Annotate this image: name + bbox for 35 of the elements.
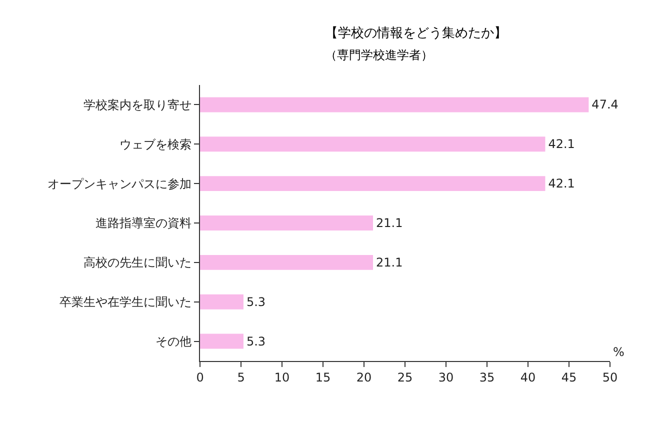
x-tick-label: 5	[237, 370, 245, 384]
data-label: 5.3	[246, 334, 266, 348]
x-tick-label: 40	[520, 370, 536, 384]
x-tick-label: 25	[397, 370, 413, 384]
y-tick-label: ウェブを検索	[120, 137, 192, 152]
y-tick-label: 進路指導室の資料	[96, 216, 192, 230]
x-tick-label: 15	[315, 370, 331, 384]
x-tick-label: 45	[561, 370, 577, 384]
x-tick-label: 35	[479, 370, 495, 384]
data-label: 47.4	[592, 98, 618, 112]
data-label: 21.1	[376, 255, 403, 270]
chart-title: 【学校の情報をどう集めたか】	[325, 26, 507, 41]
bar	[200, 254, 374, 270]
bar	[200, 136, 546, 152]
x-axis-title: %	[613, 345, 624, 359]
y-tick-label: 高校の先生に聞いた	[84, 256, 192, 270]
x-tick-label: 10	[274, 370, 290, 384]
x-tick-label: 50	[602, 370, 618, 384]
x-tick-label: 0	[196, 370, 204, 384]
bar	[200, 97, 589, 112]
y-tick-label: オープンキャンパスに参加	[48, 176, 192, 191]
data-label: 5.3	[246, 294, 266, 309]
y-tick-label: その他	[156, 334, 192, 348]
x-tick-label: 20	[356, 370, 372, 384]
bar	[200, 176, 546, 192]
bar	[200, 294, 244, 310]
bar	[200, 334, 244, 349]
y-tick-label: 卒業生や在学生に聞いた	[60, 295, 192, 310]
data-label: 42.1	[548, 176, 575, 191]
bar	[200, 216, 374, 230]
x-tick-label: 30	[438, 370, 454, 384]
data-label: 21.1	[376, 216, 403, 230]
data-label: 42.1	[548, 137, 575, 152]
y-tick-label: 学校案内を取り寄せ	[84, 98, 192, 112]
chart-subtitle: （専門学校進学者）	[325, 48, 433, 62]
